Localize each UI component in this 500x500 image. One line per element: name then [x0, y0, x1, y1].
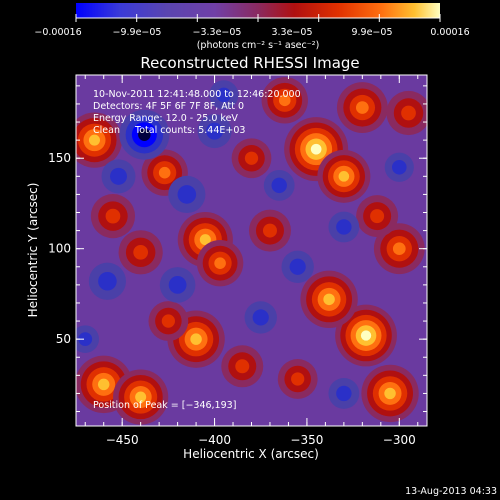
- colorbar-axis: [75, 14, 441, 22]
- heatmap-blob-bright: [291, 372, 305, 386]
- colorbar: [76, 3, 440, 18]
- heatmap-blob-dark: [206, 122, 224, 140]
- heatmap-blob-bright: [370, 209, 385, 224]
- colorbar-tick-label: −0.00016: [34, 27, 81, 38]
- heatmap-blob-dark: [138, 128, 151, 141]
- heatmap-blob-bright: [355, 101, 369, 114]
- footer-date: 13-Aug-2013 04:33: [405, 486, 497, 497]
- heatmap-blob-bright: [310, 143, 322, 155]
- heatmap-blob-bright: [244, 151, 259, 165]
- heatmap-blob-bright: [199, 234, 211, 246]
- heatmap-image: [76, 77, 427, 425]
- y-tick-label: 150: [48, 151, 71, 165]
- heatmap-blob-bright: [392, 242, 406, 256]
- heatmap-blob-bright: [190, 333, 202, 345]
- heatmap-blob-bright: [384, 387, 396, 400]
- heatmap-blob-dark: [252, 309, 269, 326]
- chart-title: Reconstructed RHESSI Image: [140, 54, 359, 72]
- x-axis-label: Heliocentric X (arcsec): [183, 447, 319, 461]
- annotation-line: Detectors: 4F 5F 6F 7F 8F, Att 0: [93, 101, 244, 112]
- x-tick-label: −450: [106, 433, 139, 447]
- heatmap-blob-dark: [336, 385, 352, 402]
- heatmap-blob-dark: [271, 177, 287, 194]
- y-tick-label: 50: [56, 332, 71, 346]
- colorbar-tick-labels: −0.00016 −9.9e−05 −3.3e−05 3.3e−05 9.9e−…: [34, 27, 469, 38]
- heatmap-blob-bright: [88, 134, 100, 146]
- tick-labels: −450 −400 −350 −300 50 100 150: [48, 151, 416, 447]
- heatmap-blob-bright: [278, 94, 291, 107]
- heatmap-blob-bright: [401, 105, 416, 121]
- heatmap-blob-dark: [289, 258, 306, 275]
- heatmap-blob-dark: [216, 87, 232, 103]
- annotation-line: Clean Total counts: 5.44E+03: [93, 125, 245, 136]
- heatmap-blob-dark: [98, 271, 117, 291]
- heatmap-blob-dark: [336, 219, 352, 235]
- heatmap-blob-bright: [158, 166, 171, 179]
- heatmap-blob-bright: [105, 208, 121, 224]
- colorbar-tick-label: −3.3e−05: [193, 27, 242, 38]
- heatmap-blob-bright: [360, 330, 372, 341]
- x-tick-label: −300: [383, 433, 416, 447]
- axes: [76, 75, 427, 426]
- heatmap-blob-bright: [323, 293, 335, 306]
- heatmap-blob-bright: [235, 359, 250, 374]
- colorbar-tick-label: 9.9e−05: [351, 27, 392, 38]
- heatmap-blob-dark: [177, 185, 197, 204]
- annotation-line: 10-Nov-2011 12:41:48.000 to 12:46:20.000: [93, 89, 301, 100]
- colorbar-unit-label: (photons cm⁻² s⁻¹ asec⁻²): [197, 40, 320, 51]
- peak-position-label: Position of Peak = [−346,193]: [93, 400, 236, 411]
- heatmap-blob-dark: [168, 275, 187, 294]
- heatmap-blob-bright: [214, 257, 226, 269]
- heatmap-blob-dark: [78, 332, 93, 347]
- colorbar-tick-label: 0.00016: [430, 27, 469, 38]
- y-axis-label: Heliocentric Y (arcsec): [26, 183, 40, 318]
- x-tick-label: −350: [290, 433, 323, 447]
- annotation-line: Energy Range: 12.0 - 25.0 keV: [93, 113, 238, 124]
- annotation-block: 10-Nov-2011 12:41:48.000 to 12:46:20.000…: [93, 89, 301, 136]
- heatmap-blob-bright: [338, 171, 350, 182]
- colorbar-tick-label: −9.9e−05: [113, 27, 162, 38]
- heatmap-blob-bright: [97, 378, 110, 391]
- colorbar-tick-label: 3.3e−05: [271, 27, 312, 38]
- heatmap-blob-bright: [262, 223, 277, 238]
- heatmap-blob-bright: [161, 314, 176, 328]
- heatmap-blob-dark: [109, 167, 127, 185]
- heatmap-blob-dark: [391, 159, 407, 175]
- y-tick-label: 100: [48, 242, 71, 256]
- heatmap-blob-bright: [135, 391, 147, 403]
- x-tick-label: −400: [198, 433, 231, 447]
- heatmap-blob-bright: [133, 244, 149, 260]
